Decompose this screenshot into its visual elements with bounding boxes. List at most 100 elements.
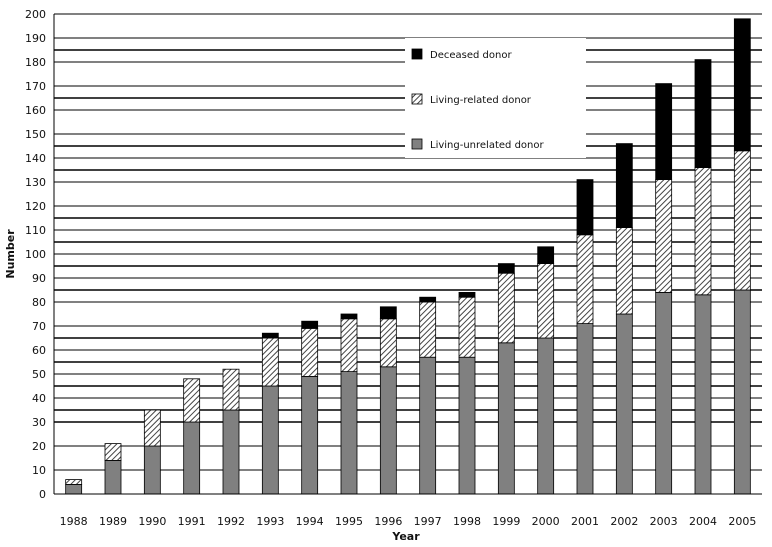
bar-living-unrelated-donor1992 xyxy=(222,409,240,495)
bar-living-related-donor1999 xyxy=(497,272,515,344)
x-axis-title: Year xyxy=(391,530,420,543)
bar-living-related-donor2003 xyxy=(655,179,673,293)
legend-label: Living-unrelated donor xyxy=(430,140,544,151)
bar-living-related-donor1996 xyxy=(379,318,397,368)
bar-living-related-donor2001 xyxy=(576,234,594,325)
bar-living-related-donor1992 xyxy=(222,368,240,411)
x-tick-label: 1999 xyxy=(492,515,520,528)
legend-label: Deceased donor xyxy=(430,50,512,61)
bar-living-unrelated-donor1994 xyxy=(301,375,319,495)
bar-living-related-donor1995 xyxy=(340,318,358,372)
bar-living-related-donor1989 xyxy=(104,443,122,461)
y-tick-label: 170 xyxy=(25,80,46,93)
y-tick-label: 40 xyxy=(32,392,46,405)
bar-living-unrelated-donor1989 xyxy=(104,459,122,495)
bars xyxy=(65,18,751,495)
x-tick-label: 2000 xyxy=(532,515,560,528)
bar-deceased-donor2005 xyxy=(733,18,751,152)
x-tick-label: 1988 xyxy=(60,515,88,528)
bar-deceased-donor1997 xyxy=(419,296,437,303)
bar-living-unrelated-donor2005 xyxy=(733,289,751,495)
y-tick-label: 10 xyxy=(32,464,46,477)
bar-living-related-donor1990 xyxy=(143,409,161,447)
bar-living-related-donor1998 xyxy=(458,296,476,358)
y-tick-label: 0 xyxy=(39,488,46,501)
x-tick-label: 1994 xyxy=(296,515,324,528)
bar-living-unrelated-donor1990 xyxy=(143,445,161,495)
bar-deceased-donor1998 xyxy=(458,291,476,298)
bar-living-related-donor1997 xyxy=(419,301,437,358)
bar-deceased-donor2001 xyxy=(576,179,594,236)
y-tick-label: 180 xyxy=(25,56,46,69)
bar-living-unrelated-donor1993 xyxy=(261,385,279,495)
bar-living-related-donor2005 xyxy=(733,150,751,291)
bar-living-unrelated-donor2002 xyxy=(615,313,633,495)
bar-living-unrelated-donor1995 xyxy=(340,371,358,495)
bar-living-related-donor2002 xyxy=(615,227,633,315)
y-tick-label: 160 xyxy=(25,104,46,117)
bar-living-unrelated-donor1991 xyxy=(183,421,201,495)
y-tick-label: 50 xyxy=(32,368,46,381)
y-tick-label: 190 xyxy=(25,32,46,45)
x-tick-label: 1993 xyxy=(256,515,284,528)
y-tick-label: 90 xyxy=(32,272,46,285)
bar-deceased-donor1995 xyxy=(340,313,358,320)
bar-living-unrelated-donor1998 xyxy=(458,356,476,495)
y-tick-label: 80 xyxy=(32,296,46,309)
y-tick-label: 120 xyxy=(25,200,46,213)
y-tick-label: 70 xyxy=(32,320,46,333)
x-tick-label: 1997 xyxy=(414,515,442,528)
x-tick-label: 2005 xyxy=(728,515,756,528)
x-tick-label: 2003 xyxy=(650,515,678,528)
bar-living-related-donor1988 xyxy=(65,479,83,485)
x-tick-labels: 1988 1989 1990 1991 1992 1993 1994 1995 1996 1997… xyxy=(60,515,757,528)
legend-swatch xyxy=(411,93,423,105)
bar-deceased-donor2003 xyxy=(655,83,673,180)
bar-living-related-donor1993 xyxy=(261,337,279,387)
bar-deceased-donor2000 xyxy=(537,246,555,265)
x-tick-label: 2002 xyxy=(610,515,638,528)
bar-living-unrelated-donor2001 xyxy=(576,323,594,495)
bar-living-unrelated-donor1997 xyxy=(419,356,437,495)
bar-living-unrelated-donor1988 xyxy=(65,483,83,495)
y-tick-label: 110 xyxy=(25,224,46,237)
y-axis-title: Number xyxy=(4,229,17,279)
x-tick-label: 1995 xyxy=(335,515,363,528)
x-tick-label: 1992 xyxy=(217,515,245,528)
x-tick-label: 1989 xyxy=(99,515,127,528)
x-tick-label: 2001 xyxy=(571,515,599,528)
y-tick-label: 140 xyxy=(25,152,46,165)
y-tick-label: 30 xyxy=(32,416,46,429)
bar-living-related-donor1994 xyxy=(301,327,319,377)
y-tick-label: 20 xyxy=(32,440,46,453)
bar-deceased-donor1994 xyxy=(301,320,319,329)
y-tick-label: 200 xyxy=(25,8,46,21)
bar-living-related-donor2000 xyxy=(537,263,555,339)
bar-living-related-donor1991 xyxy=(183,378,201,423)
bar-living-unrelated-donor2003 xyxy=(655,291,673,495)
legend-label: Living-related donor xyxy=(430,95,532,106)
bar-deceased-donor2004 xyxy=(694,59,712,168)
bar-living-related-donor2004 xyxy=(694,167,712,296)
bar-living-unrelated-donor1996 xyxy=(379,366,397,495)
y-tick-label: 60 xyxy=(32,344,46,357)
bar-living-unrelated-donor2004 xyxy=(694,294,712,495)
x-tick-label: 1991 xyxy=(178,515,206,528)
legend-box xyxy=(405,38,586,158)
y-tick-label: 130 xyxy=(25,176,46,189)
bar-deceased-donor2002 xyxy=(615,143,633,229)
legend-swatch xyxy=(411,138,423,150)
x-tick-label: 1990 xyxy=(138,515,166,528)
y-tick-labels: 0 10 20 30 40 50 60 70 80 90 100 110 120 130 140 150 160… xyxy=(25,8,46,501)
legend: Deceased donor Living-related donor Living… xyxy=(405,38,586,158)
bar-living-unrelated-donor1999 xyxy=(497,342,515,495)
x-tick-label: 2004 xyxy=(689,515,717,528)
x-tick-label: 1998 xyxy=(453,515,481,528)
bar-deceased-donor1996 xyxy=(379,306,397,320)
bar-living-unrelated-donor2000 xyxy=(537,337,555,495)
bar-deceased-donor1999 xyxy=(497,263,515,274)
bar-deceased-donor1993 xyxy=(261,332,279,339)
legend-swatch xyxy=(411,48,423,60)
x-tick-label: 1996 xyxy=(374,515,402,528)
